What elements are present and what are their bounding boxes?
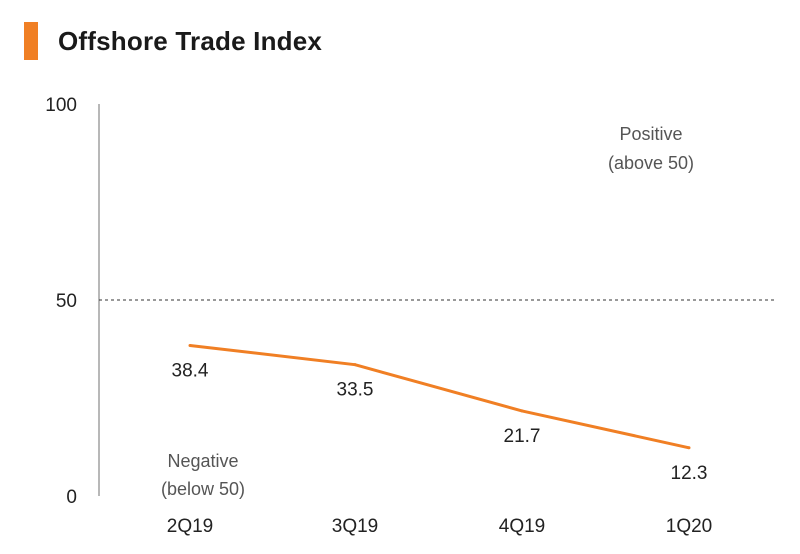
- negative-note-line2: (below 50): [161, 479, 245, 499]
- data-point: [188, 343, 192, 347]
- data-label: 33.5: [337, 380, 374, 401]
- y-tick-label: 50: [56, 291, 77, 312]
- data-point: [687, 446, 691, 450]
- data-label: 38.4: [172, 360, 209, 381]
- positive-note-line2: (above 50): [608, 153, 694, 173]
- negative-note-line1: Negative: [167, 451, 238, 471]
- data-point: [520, 409, 524, 413]
- x-tick-label: 4Q19: [499, 516, 545, 537]
- x-tick-label: 1Q20: [666, 516, 712, 537]
- positive-note-line1: Positive: [619, 124, 682, 144]
- series-line: [189, 343, 690, 450]
- y-tick-label: 0: [66, 487, 77, 508]
- x-tick-label: 3Q19: [332, 516, 378, 537]
- chart-title: Offshore Trade Index: [58, 26, 323, 56]
- data-label: 12.3: [671, 463, 708, 484]
- y-tick-label: 100: [45, 95, 77, 116]
- data-point: [353, 363, 357, 367]
- x-tick-label: 2Q19: [167, 516, 213, 537]
- title-accent-bar: [24, 22, 38, 60]
- data-label: 21.7: [504, 426, 541, 447]
